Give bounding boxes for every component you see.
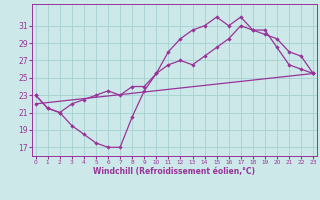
X-axis label: Windchill (Refroidissement éolien,°C): Windchill (Refroidissement éolien,°C) — [93, 167, 255, 176]
